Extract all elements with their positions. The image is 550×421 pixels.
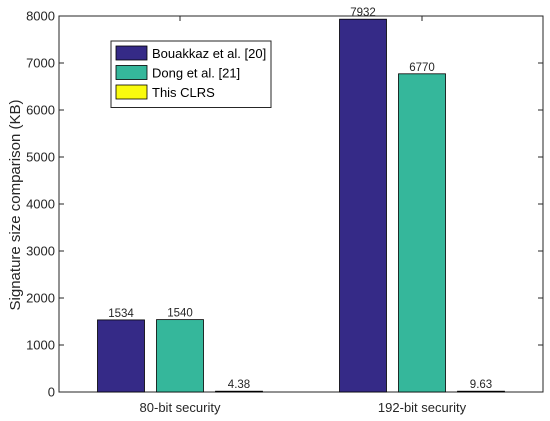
y-tick-label: 4000: [26, 197, 55, 212]
y-tick-label: 6000: [26, 103, 55, 118]
bar: [339, 18, 387, 393]
legend-swatch: [115, 84, 148, 100]
bar: [156, 319, 204, 393]
y-tick-label: 2000: [26, 291, 55, 306]
y-tick-label: 1000: [26, 338, 55, 353]
y-tick-label: 7000: [26, 56, 55, 71]
y-tick-label: 5000: [26, 150, 55, 165]
data-label: 9.63: [470, 379, 492, 391]
legend: Bouakkaz et al. [20] Dong et al. [21] This…: [110, 40, 272, 108]
x-tick-label: 192-bit security: [378, 400, 467, 415]
y-tick-label: 8000: [26, 9, 55, 24]
data-label: 1534: [108, 308, 134, 320]
legend-swatch: [115, 45, 148, 61]
bar: [97, 319, 145, 393]
legend-swatch: [115, 65, 148, 80]
bar: [398, 73, 446, 393]
data-label: 4.38: [228, 379, 250, 391]
x-tick-label: 80-bit security: [140, 400, 221, 415]
y-tick-label: 0: [48, 385, 55, 400]
y-tick-label: 3000: [26, 244, 55, 259]
legend-entry: This CLRS: [152, 85, 215, 100]
y-axis-label: Signature size comparison (KB): [7, 100, 24, 311]
bar: [457, 390, 505, 393]
legend-entry: Bouakkaz et al. [20]: [152, 46, 266, 61]
data-label: 6770: [409, 62, 435, 74]
plot-area: 0 1000 2000 3000 4000 5000 6000 7000 8000 80-bit …: [26, 7, 544, 415]
data-label: 7932: [350, 7, 376, 19]
legend-entry: Dong et al. [21]: [152, 66, 240, 81]
data-label: 1540: [167, 308, 193, 320]
bar: [215, 390, 263, 393]
